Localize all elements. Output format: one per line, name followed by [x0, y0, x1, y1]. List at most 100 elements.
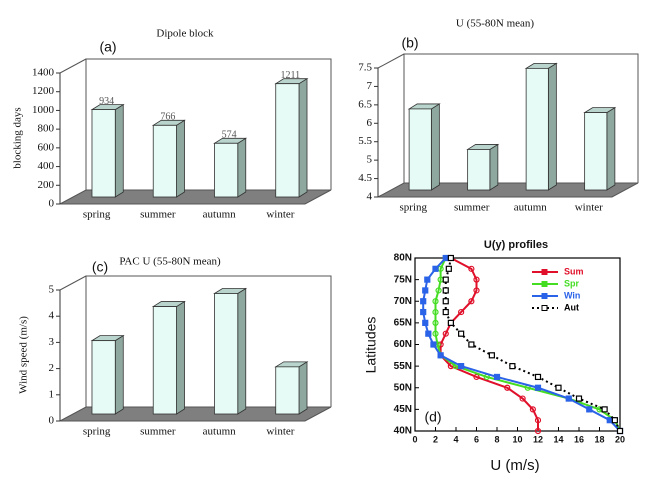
x-tick-label: 10	[512, 434, 522, 444]
y-tick-label: 4	[367, 191, 373, 203]
marker	[468, 265, 475, 272]
bar-side	[237, 137, 247, 198]
y-tick-label: 1000	[32, 104, 55, 116]
x-tick-label: autumn	[203, 426, 236, 438]
marker	[420, 308, 427, 316]
bar-front	[91, 109, 116, 198]
x-tick-label: summer	[140, 426, 176, 438]
data-label: 1211	[281, 70, 301, 81]
bar-side	[430, 103, 440, 191]
marker	[437, 352, 444, 359]
y-tick-label: 4.5	[358, 172, 372, 184]
back-wall	[85, 58, 332, 190]
marker	[601, 406, 608, 413]
y-tick-label: 70N	[394, 296, 412, 307]
x-tick-label: 12	[533, 434, 543, 444]
profile-line	[434, 257, 621, 432]
marker	[432, 308, 439, 316]
legend-marker	[541, 281, 548, 287]
marker	[432, 265, 439, 272]
marker	[442, 298, 449, 305]
x-tick-label: spring	[83, 209, 111, 221]
marker	[468, 341, 475, 348]
bar	[274, 361, 309, 415]
bar	[213, 137, 248, 198]
y-tick-label: 6.5	[358, 98, 372, 110]
marker	[534, 384, 542, 391]
bar	[90, 103, 125, 198]
y-tick-label: 5	[49, 284, 55, 296]
bar	[407, 103, 441, 191]
data-label: 934	[99, 96, 114, 107]
y-axis-label: Wind speed (m/s)	[18, 316, 30, 394]
panel-label: (b)	[401, 35, 418, 51]
x-tick-label: summer	[454, 202, 490, 214]
bar-front	[152, 306, 177, 415]
bar-side	[547, 62, 557, 191]
panel-label: (d)	[424, 409, 441, 425]
y-tick-label: 1	[49, 388, 55, 400]
marker	[473, 276, 480, 283]
bar	[524, 62, 558, 191]
marker	[432, 319, 439, 326]
side-wall	[377, 53, 405, 69]
x-tick-label: 16	[574, 434, 584, 444]
x-tick-label: 20	[615, 434, 625, 444]
x-tick-label: autumn	[203, 209, 236, 221]
marker	[447, 254, 454, 262]
data-label: 766	[160, 112, 175, 123]
y-tick-label: 3	[49, 336, 55, 348]
bar-front	[467, 149, 491, 191]
data-label: 574	[222, 130, 237, 141]
y-tick-label: 400	[38, 160, 55, 172]
marker	[442, 308, 449, 316]
marker	[458, 363, 465, 370]
y-tick-label: 45N	[394, 404, 412, 415]
marker	[504, 384, 511, 391]
bar-side	[606, 106, 616, 191]
bar	[151, 300, 186, 415]
x-tick-label: 0	[412, 434, 417, 444]
bar-side	[237, 287, 247, 415]
bar-front	[275, 83, 300, 198]
marker	[493, 373, 501, 381]
marker	[420, 298, 427, 305]
x-tick-label: 4	[453, 434, 458, 444]
x-tick-label: summer	[140, 209, 176, 221]
y-tick-label: 80N	[394, 253, 412, 264]
y-tick-label: 200	[38, 179, 55, 191]
legend-label: Sum	[564, 266, 584, 276]
y-tick-label: 40N	[394, 426, 412, 437]
marker	[442, 287, 449, 294]
chart-title: Dipole block	[156, 28, 214, 40]
marker	[425, 330, 432, 337]
y-tick-label: 6	[367, 117, 373, 129]
bar	[466, 143, 500, 191]
marker	[473, 373, 480, 381]
bar	[151, 119, 186, 198]
x-tick-label: 14	[553, 434, 563, 444]
marker	[519, 395, 526, 402]
marker	[458, 308, 465, 316]
legend-label: Win	[564, 290, 580, 300]
marker	[458, 330, 465, 337]
x-tick-label: autumn	[514, 202, 547, 214]
y-tick-label: 0	[49, 198, 55, 210]
x-tick-label: 18	[594, 434, 604, 444]
marker	[445, 265, 452, 272]
bar-side	[298, 361, 308, 415]
side-wall	[59, 275, 87, 291]
y-tick-label: 55N	[394, 361, 412, 372]
marker	[606, 417, 613, 424]
y-tick-label: 800	[38, 123, 55, 135]
marker	[534, 427, 542, 435]
y-tick-label: 4	[49, 310, 55, 322]
bar-side	[114, 334, 124, 415]
marker	[468, 298, 475, 305]
chart-title: PAC U (55-80N mean)	[119, 256, 221, 268]
marker	[555, 384, 562, 391]
x-tick-label: 8	[494, 434, 499, 444]
y-tick-label: 1200	[32, 85, 55, 97]
bar	[213, 287, 248, 415]
